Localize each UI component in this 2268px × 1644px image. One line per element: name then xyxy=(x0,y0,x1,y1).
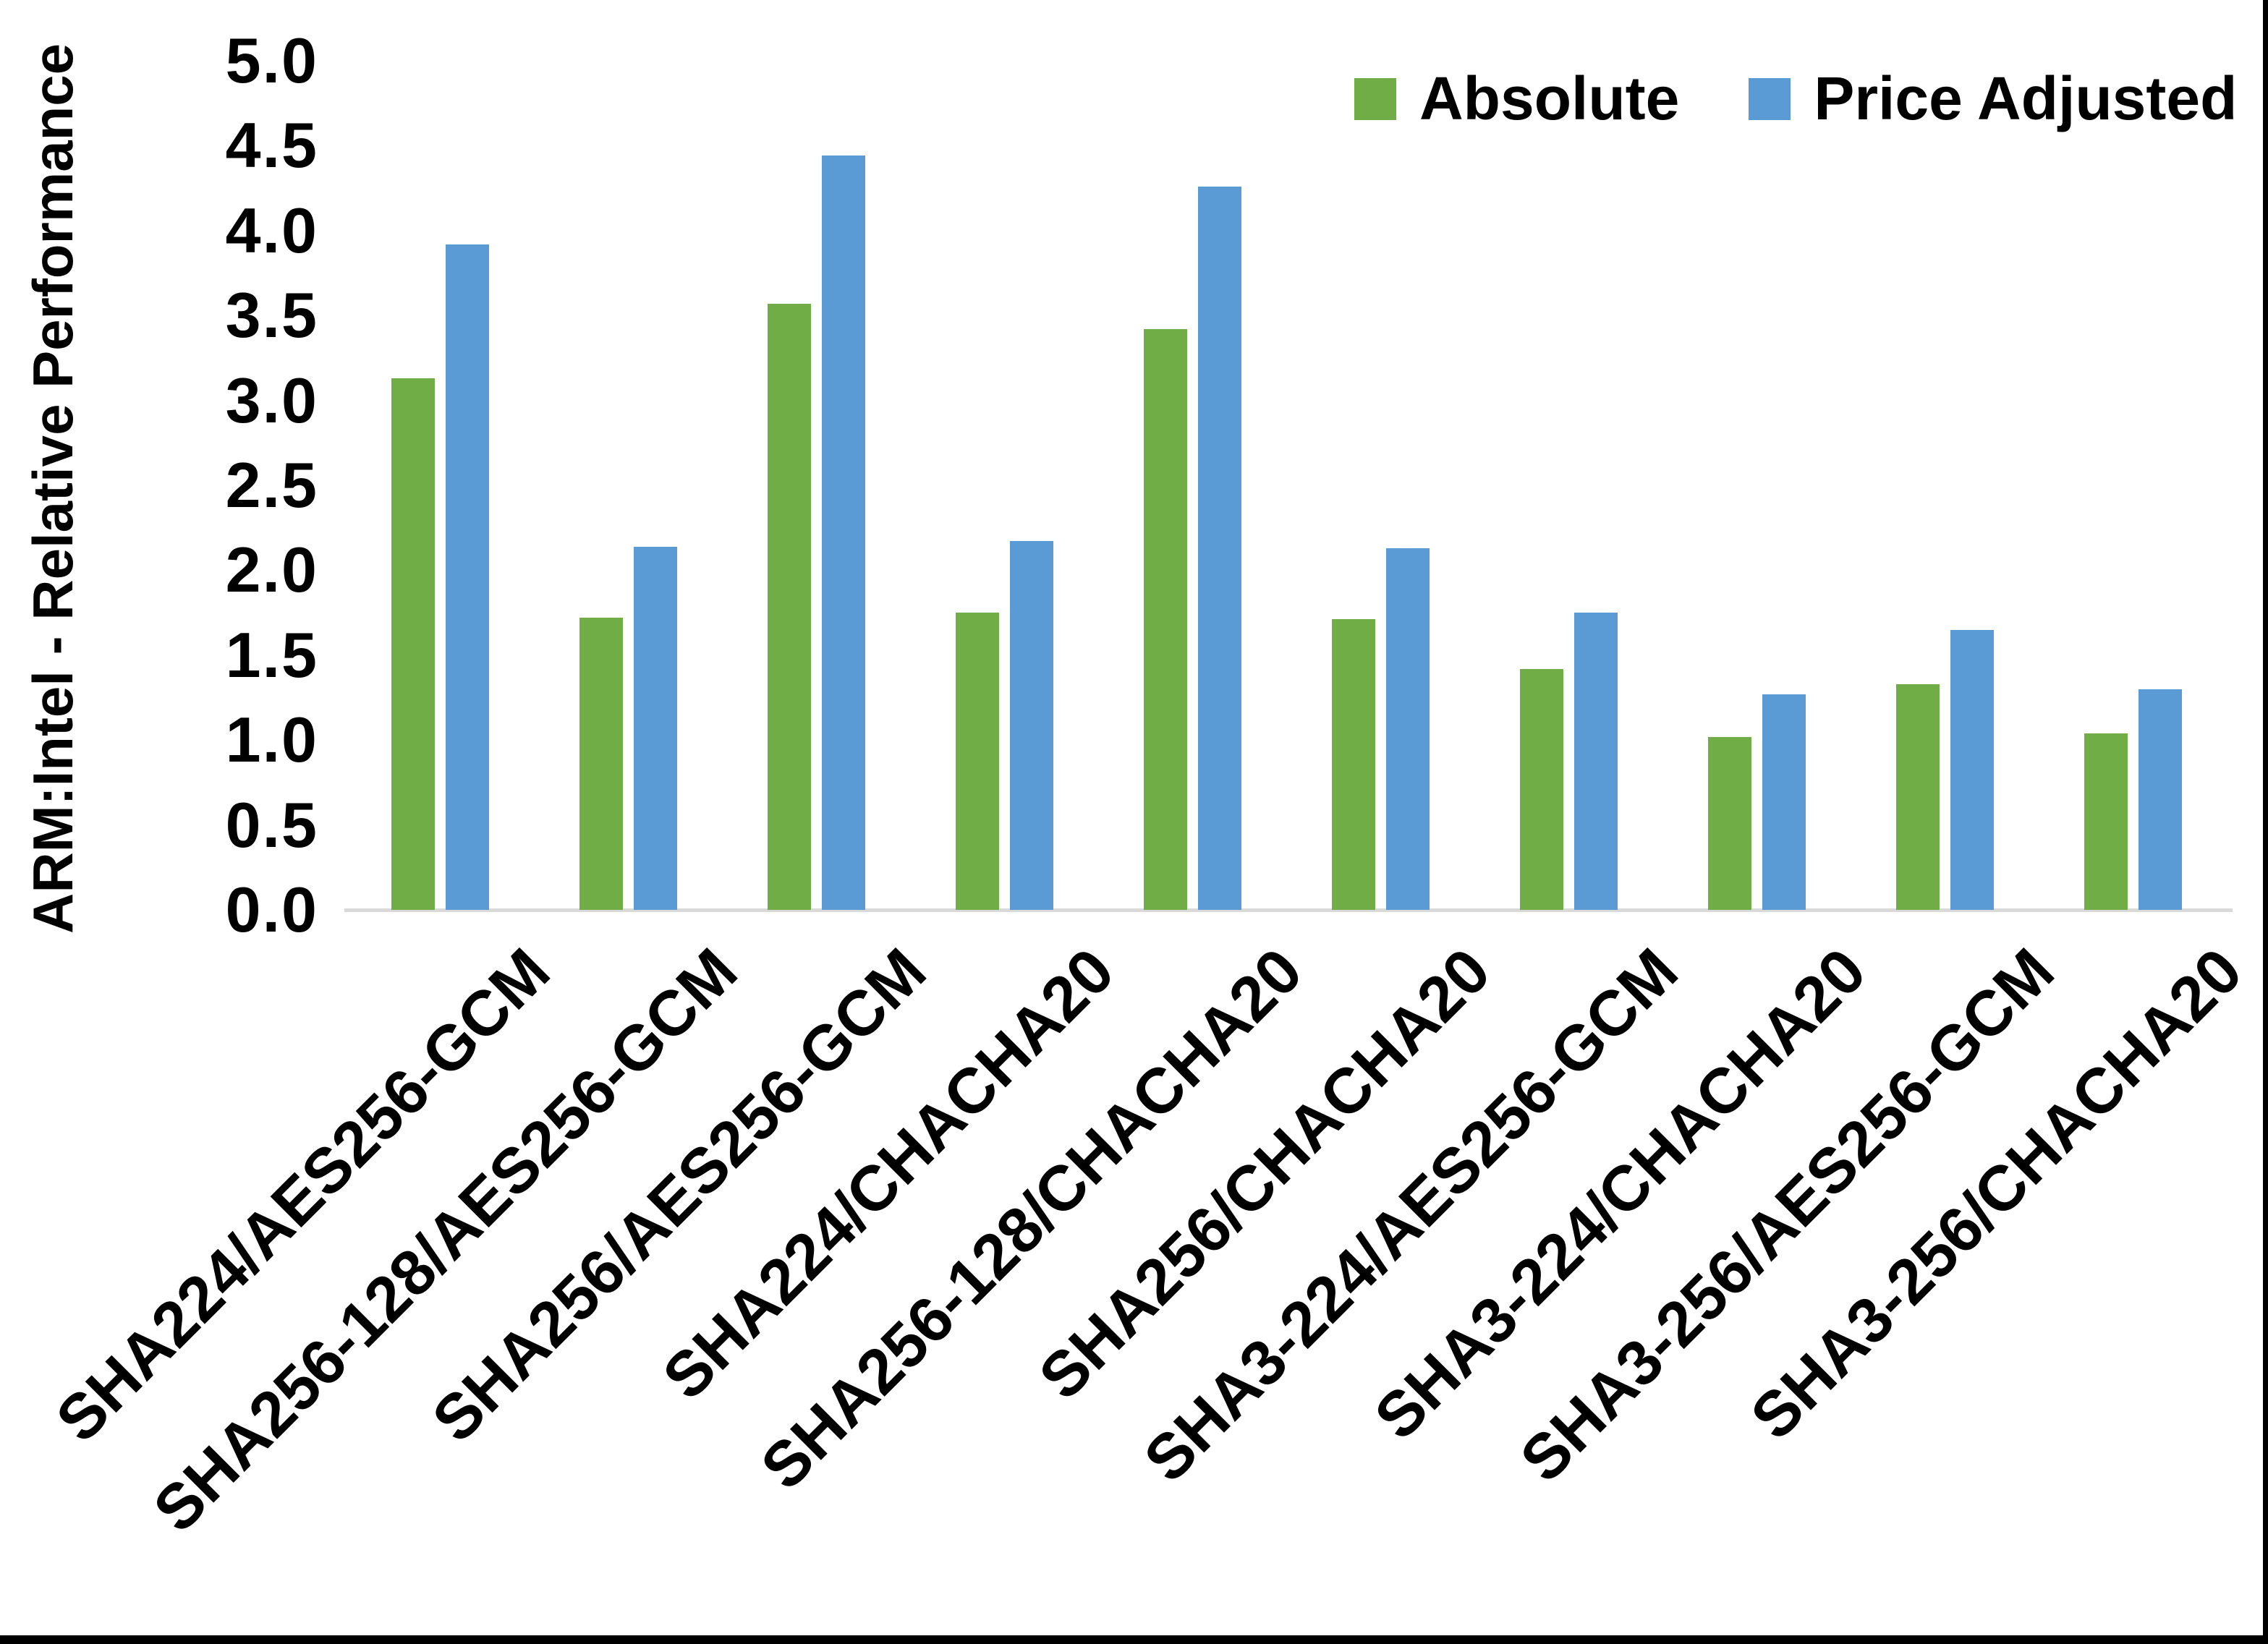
legend-swatch-price-adjusted xyxy=(1749,77,1791,120)
bar-absolute-5 xyxy=(1144,329,1187,910)
y-tick-label-4.5: 4.5 xyxy=(225,109,318,182)
legend-label-price-adjusted: Price Adjusted xyxy=(1814,64,2238,132)
bar-absolute-10 xyxy=(2084,733,2128,910)
bar-absolute-3 xyxy=(768,304,811,910)
legend-label-absolute: Absolute xyxy=(1419,64,1680,132)
window-right-border xyxy=(2263,0,2268,1644)
bar-absolute-6 xyxy=(1332,619,1375,910)
y-tick-label-4.0: 4.0 xyxy=(225,194,318,266)
y-tick-label-1.0: 1.0 xyxy=(225,704,318,776)
bar-price-adjusted-1 xyxy=(446,244,489,910)
x-axis-line xyxy=(344,908,2233,912)
y-tick-label-1.5: 1.5 xyxy=(225,618,318,691)
bar-price-adjusted-5 xyxy=(1198,187,1241,910)
bar-price-adjusted-6 xyxy=(1386,548,1430,910)
legend-item-absolute: Absolute xyxy=(1354,64,1679,134)
legend: Absolute Price Adjusted xyxy=(1354,64,2237,134)
bar-price-adjusted-4 xyxy=(1010,541,1053,910)
bar-absolute-8 xyxy=(1708,737,1751,910)
legend-swatch-absolute xyxy=(1354,77,1396,120)
bar-absolute-2 xyxy=(579,618,623,910)
bar-price-adjusted-10 xyxy=(2139,689,2182,910)
y-tick-label-2.5: 2.5 xyxy=(225,449,318,521)
bar-price-adjusted-7 xyxy=(1574,613,1618,910)
y-tick-label-3.5: 3.5 xyxy=(225,279,318,352)
y-tick-label-5.0: 5.0 xyxy=(225,25,318,96)
window-bottom-border xyxy=(0,1635,2268,1644)
bar-price-adjusted-8 xyxy=(1762,694,1806,910)
bar-price-adjusted-2 xyxy=(634,547,677,910)
bar-absolute-1 xyxy=(391,378,435,910)
bar-absolute-7 xyxy=(1520,669,1563,910)
y-tick-label-0.0: 0.0 xyxy=(225,874,318,945)
bar-price-adjusted-9 xyxy=(1950,630,1994,910)
y-tick-label-3.0: 3.0 xyxy=(225,364,318,436)
bar-absolute-9 xyxy=(1896,684,1940,910)
y-tick-label-0.5: 0.5 xyxy=(225,788,318,861)
bar-price-adjusted-3 xyxy=(822,156,865,910)
legend-item-price-adjusted: Price Adjusted xyxy=(1749,64,2237,134)
bar-absolute-4 xyxy=(956,613,999,910)
y-tick-label-2.0: 2.0 xyxy=(225,534,318,606)
